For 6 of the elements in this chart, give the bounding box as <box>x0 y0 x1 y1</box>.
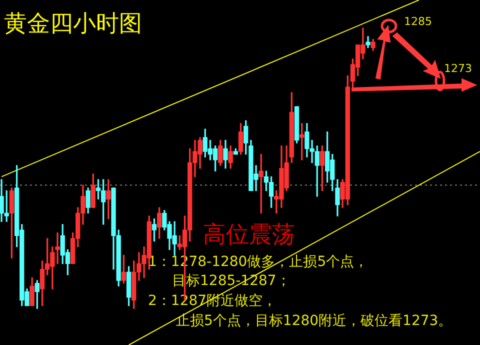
annotation: 1285 <box>404 15 432 28</box>
chart-title: 黄金四小时图 <box>4 10 142 39</box>
annotation: 1273 <box>444 62 472 75</box>
candlestick <box>106 179 111 220</box>
annotation: 高位震荡 <box>203 221 295 250</box>
text: 止损5个点，目标1280附近，破位看1273。 <box>176 312 452 330</box>
